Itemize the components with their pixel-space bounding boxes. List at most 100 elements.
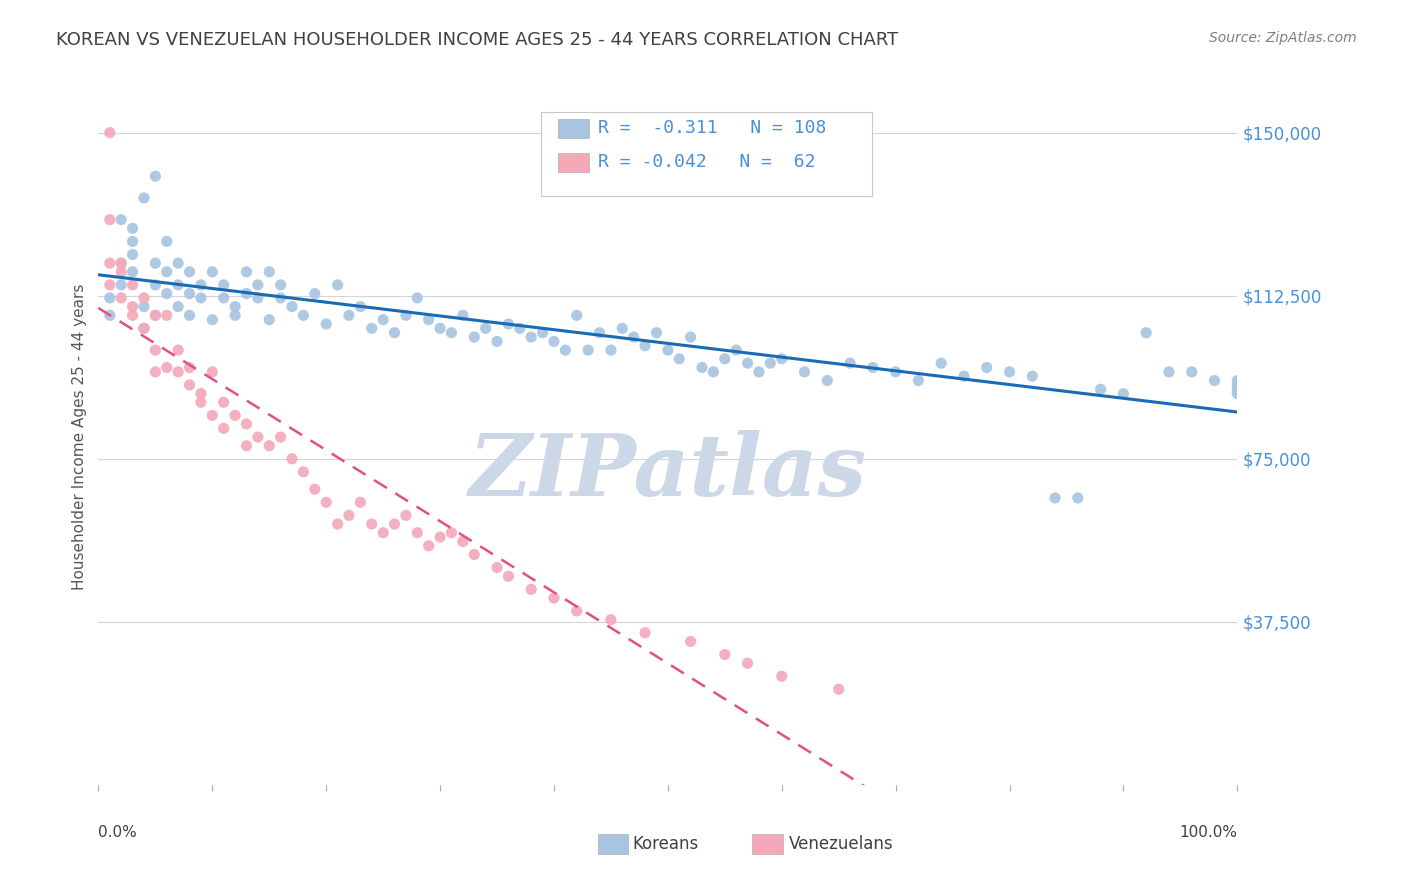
- Point: [759, 356, 782, 370]
- Point: [576, 343, 599, 357]
- Point: [121, 265, 143, 279]
- Point: [132, 291, 155, 305]
- Point: [815, 374, 838, 388]
- Point: [201, 409, 224, 423]
- Point: [371, 525, 394, 540]
- Point: [110, 265, 132, 279]
- Point: [156, 235, 179, 249]
- Point: [98, 212, 121, 227]
- Point: [304, 482, 326, 496]
- Text: R = -0.042   N =  62: R = -0.042 N = 62: [598, 153, 815, 171]
- Text: Venezuelans: Venezuelans: [789, 835, 893, 853]
- Point: [337, 508, 360, 523]
- Point: [793, 365, 815, 379]
- Point: [770, 351, 793, 366]
- Point: [326, 277, 349, 292]
- Point: [406, 525, 429, 540]
- Point: [235, 286, 257, 301]
- Point: [565, 604, 588, 618]
- Point: [259, 439, 281, 453]
- Point: [179, 286, 201, 301]
- Point: [98, 308, 121, 322]
- Point: [486, 334, 509, 349]
- Point: [645, 326, 668, 340]
- Text: Source: ZipAtlas.com: Source: ZipAtlas.com: [1209, 31, 1357, 45]
- Point: [451, 308, 474, 322]
- Point: [600, 613, 623, 627]
- Point: [179, 265, 201, 279]
- Point: [976, 360, 998, 375]
- Point: [679, 330, 702, 344]
- Point: [748, 365, 770, 379]
- Point: [337, 308, 360, 322]
- Point: [862, 360, 884, 375]
- Point: [212, 277, 235, 292]
- Text: 100.0%: 100.0%: [1180, 825, 1237, 840]
- Point: [167, 277, 190, 292]
- Point: [235, 265, 257, 279]
- Point: [1157, 365, 1180, 379]
- Point: [281, 300, 304, 314]
- Point: [132, 191, 155, 205]
- Point: [463, 330, 485, 344]
- Point: [270, 291, 292, 305]
- Point: [395, 308, 418, 322]
- Point: [1226, 386, 1249, 401]
- Point: [326, 516, 349, 531]
- Point: [156, 265, 179, 279]
- Point: [270, 277, 292, 292]
- Point: [145, 169, 167, 184]
- Point: [770, 669, 793, 683]
- Point: [167, 300, 190, 314]
- Point: [246, 291, 269, 305]
- Point: [156, 360, 179, 375]
- Point: [98, 277, 121, 292]
- Point: [1090, 382, 1112, 396]
- Point: [304, 286, 326, 301]
- Point: [1226, 377, 1249, 392]
- Point: [531, 326, 554, 340]
- Point: [702, 365, 724, 379]
- Point: [520, 330, 543, 344]
- Point: [360, 516, 382, 531]
- Point: [167, 365, 190, 379]
- Point: [1204, 374, 1226, 388]
- Point: [384, 516, 406, 531]
- Point: [884, 365, 907, 379]
- Point: [1135, 326, 1157, 340]
- Point: [110, 277, 132, 292]
- Point: [543, 334, 565, 349]
- Point: [179, 308, 201, 322]
- Point: [110, 256, 132, 270]
- Point: [828, 682, 851, 697]
- Point: [498, 569, 520, 583]
- Point: [121, 247, 143, 261]
- Point: [679, 634, 702, 648]
- Point: [657, 343, 679, 357]
- Point: [565, 308, 588, 322]
- Point: [907, 374, 929, 388]
- Point: [292, 465, 315, 479]
- Point: [201, 312, 224, 326]
- Point: [190, 277, 212, 292]
- Text: KOREAN VS VENEZUELAN HOUSEHOLDER INCOME AGES 25 - 44 YEARS CORRELATION CHART: KOREAN VS VENEZUELAN HOUSEHOLDER INCOME …: [56, 31, 898, 49]
- Point: [623, 330, 645, 344]
- Point: [429, 530, 451, 544]
- Point: [201, 365, 224, 379]
- Point: [554, 343, 576, 357]
- Point: [156, 286, 179, 301]
- Point: [1043, 491, 1066, 505]
- Point: [543, 591, 565, 605]
- Point: [1181, 365, 1204, 379]
- Point: [110, 291, 132, 305]
- Point: [110, 256, 132, 270]
- Point: [737, 657, 759, 671]
- Point: [634, 339, 657, 353]
- Point: [270, 430, 292, 444]
- Point: [190, 386, 212, 401]
- Point: [360, 321, 382, 335]
- Text: Koreans: Koreans: [633, 835, 699, 853]
- Point: [259, 265, 281, 279]
- Point: [190, 395, 212, 409]
- Point: [98, 291, 121, 305]
